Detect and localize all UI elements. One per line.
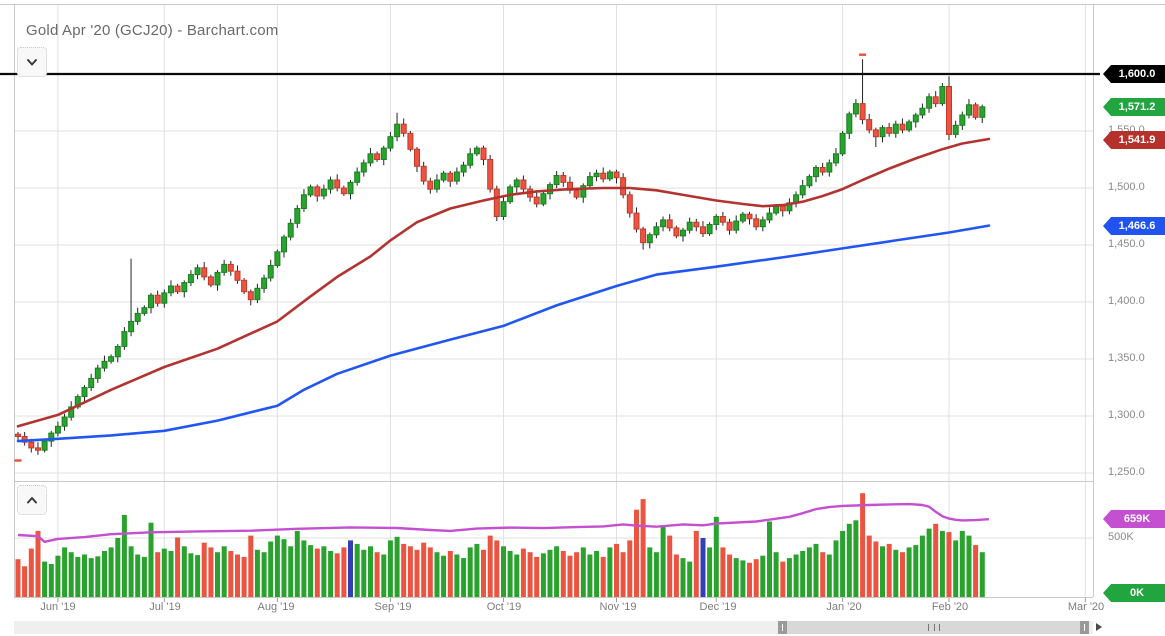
x-axis-label: Nov '19 — [599, 601, 637, 613]
x-axis-label: Jan '20 — [826, 601, 862, 613]
y-axis-tick: 1,400.0 — [1108, 295, 1145, 307]
volume-zero-tag: 0K — [1103, 584, 1165, 602]
candles-layer — [15, 59, 986, 455]
scrollbar-right-arrow-icon[interactable] — [1096, 623, 1102, 631]
scrollbar-grip[interactable] — [928, 624, 940, 631]
y-axis-tick: 1,250.0 — [1108, 466, 1145, 478]
y-axis-tick: 1,350.0 — [1108, 352, 1145, 364]
last-price-tag: 1,571.2 — [1103, 98, 1165, 116]
scrollbar-left-handle[interactable] — [778, 621, 787, 634]
level-price-tag: 1,600.0 — [1103, 65, 1165, 83]
x-axis-label: Jun '19 — [40, 601, 76, 613]
volume-bars-layer — [15, 493, 985, 597]
chevron-down-icon — [27, 59, 37, 66]
x-axis-label: Aug '19 — [257, 601, 295, 613]
ma-fast-line — [16, 137, 991, 428]
x-axis-label: Jul '19 — [149, 601, 181, 613]
chevron-up-icon — [27, 497, 37, 504]
open-interest-tag: 659K — [1103, 510, 1165, 528]
x-axis-label: Sep '19 — [374, 601, 412, 613]
y-axis-tick: 1,300.0 — [1108, 409, 1145, 421]
ma-slow-line — [16, 224, 991, 443]
open-interest-line — [17, 502, 989, 543]
x-axis-label: Mar '20 — [1067, 601, 1105, 613]
x-axis-label: Feb '20 — [931, 601, 969, 613]
y-axis-tick: 1,450.0 — [1108, 238, 1145, 250]
scrollbar-right-handle[interactable] — [1080, 621, 1089, 634]
high-marker — [859, 53, 867, 56]
ma-slow-price-tag: 1,466.6 — [1103, 217, 1165, 235]
y-axis-tick: 1,500.0 — [1108, 181, 1145, 193]
volume-axis-tick: 500K — [1108, 531, 1134, 543]
x-axis-label: Dec '19 — [699, 601, 737, 613]
low-marker — [14, 459, 22, 462]
ma-fast-price-tag: 1,541.9 — [1103, 131, 1165, 149]
chart-title: Gold Apr '20 (GCJ20) - Barchart.com — [26, 22, 279, 39]
collapse-main-panel-button[interactable] — [17, 47, 47, 77]
x-axis-label: Oct '19 — [486, 601, 522, 613]
collapse-volume-panel-button[interactable] — [17, 485, 47, 515]
